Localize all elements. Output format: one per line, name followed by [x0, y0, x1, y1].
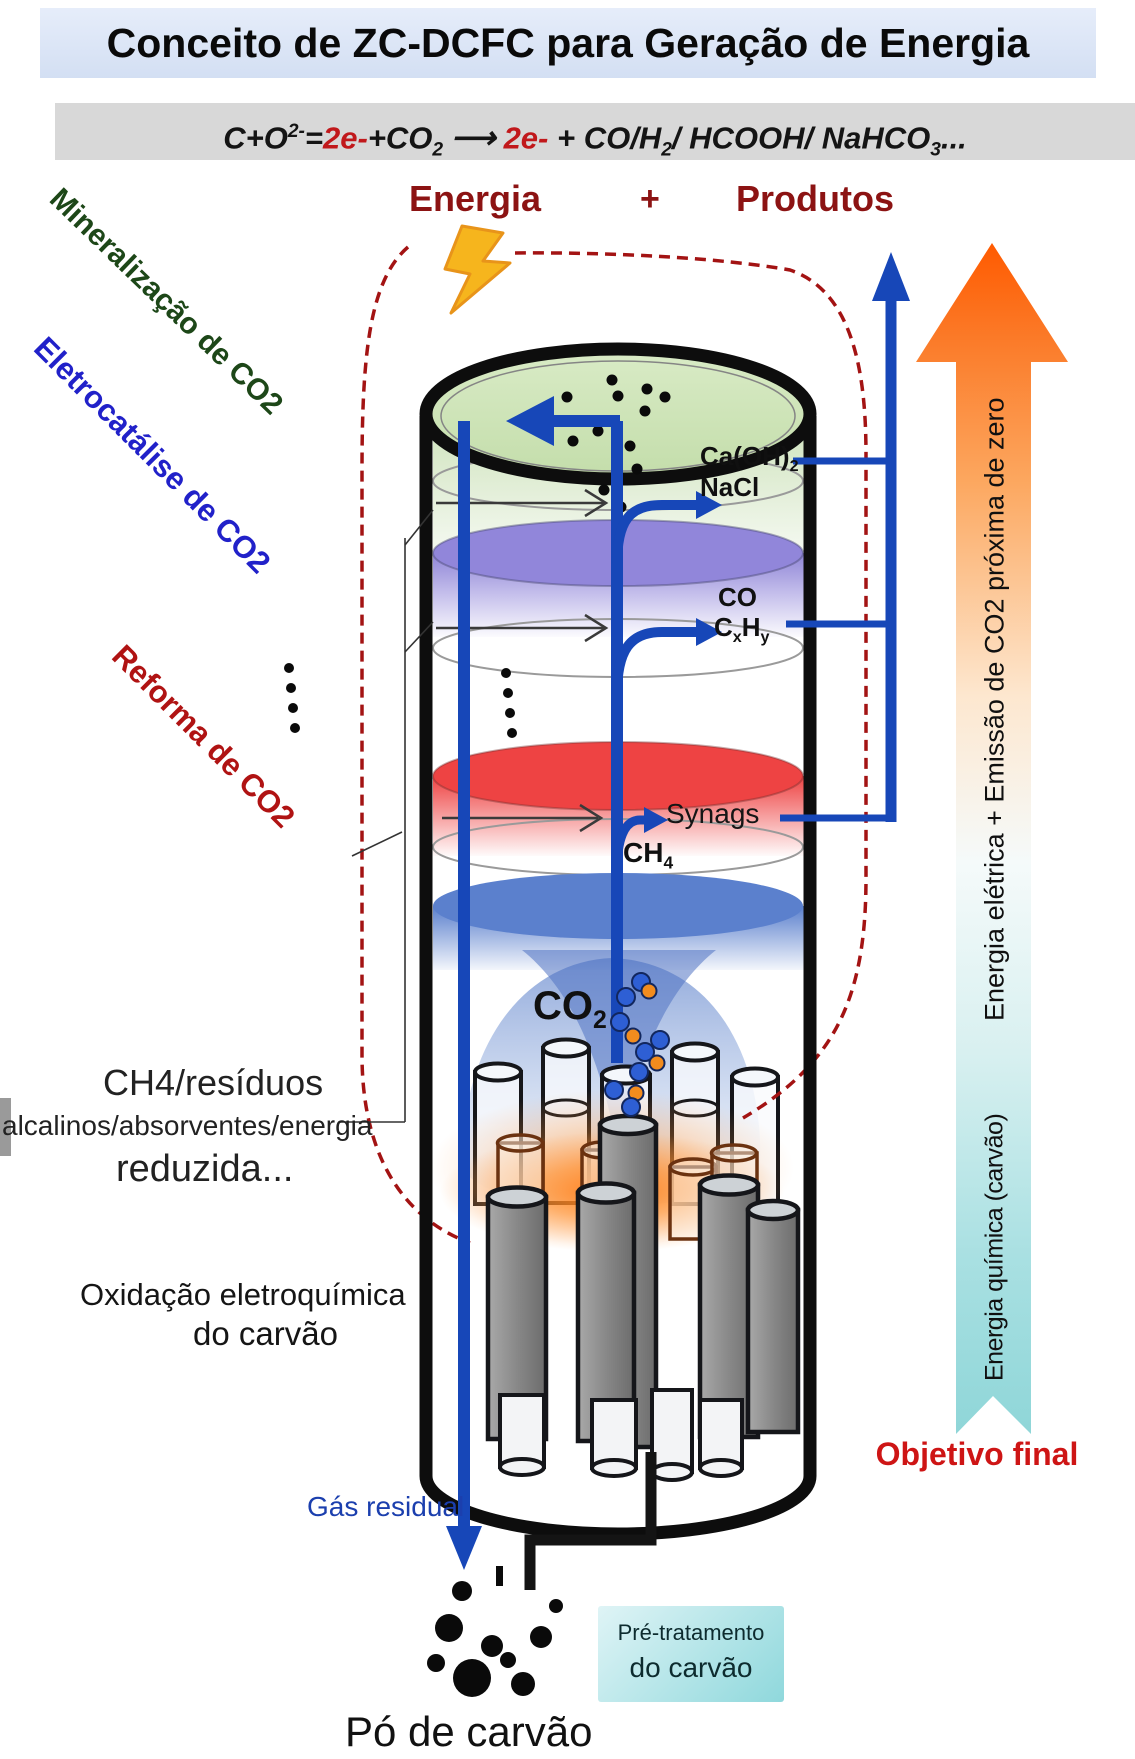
lightning-icon — [443, 224, 512, 315]
coal-feed — [427, 1452, 657, 1697]
reduzida-label: reduzida... — [116, 1148, 294, 1190]
reaction-arrow: ⟶ — [451, 120, 496, 156]
fuel-tubes — [430, 1037, 801, 1482]
plumbing — [446, 252, 910, 1570]
plus-sign: + — [640, 180, 660, 218]
energia-label: Energia — [408, 178, 542, 219]
coal-powder-dots — [427, 1566, 563, 1697]
produtos-label: Produtos — [736, 178, 894, 219]
po-de-carvao-label: Pó de carvão — [345, 1708, 593, 1755]
reaction-equation: C+O2-=2e-+CO2 ⟶ 2e- + CO/H2/ HCOOH/ NaHCO3… — [223, 120, 967, 161]
pretreatment-box: Pré-tratamento do carvão — [598, 1606, 784, 1702]
equation-bar: C+O2-=2e-+CO2 ⟶ 2e- + CO/H2/ HCOOH/ NaHCO3… — [55, 103, 1135, 161]
cropped-box-fragment — [0, 1098, 11, 1156]
red-dashed-loop — [360, 245, 868, 1245]
objetivo-final-label: Objetivo final — [875, 1436, 1079, 1472]
ch4-label: CH4 — [623, 837, 674, 873]
waste-gas-arrowhead — [446, 1526, 482, 1570]
do-carvao-label: do carvão — [193, 1315, 338, 1352]
goal-arrow-lower-text: Energia química (carvão) — [980, 1113, 1009, 1381]
ch4-residuos-label: CH4/resíduos — [103, 1062, 324, 1103]
ellipsis-dots — [284, 663, 517, 738]
co2-molecules — [604, 972, 670, 1117]
pretreatment-line2: do carvão — [629, 1652, 753, 1683]
gas-residual-label: Gás residual — [307, 1491, 465, 1522]
caoh2-label: Ca(OH)2 — [700, 441, 799, 476]
goal-arrow-upper-text: Energia elétrica + Emissão de CO2 próxim… — [979, 397, 1010, 1021]
left-arrowhead — [506, 396, 554, 446]
callout-lines — [340, 509, 434, 1123]
cylinder-outline — [419, 342, 817, 1541]
title-bar: Conceito de ZC-DCFC para Geração de Ener… — [40, 8, 1096, 78]
nacl-label: NaCl — [700, 472, 760, 502]
goal-arrow — [916, 243, 1068, 1434]
oxidacao-label: Oxidação eletroquímica — [80, 1277, 406, 1312]
synags-label: Synags — [666, 798, 760, 829]
co2-label: CO2 — [533, 984, 607, 1034]
cxhy-label: CxHy — [714, 612, 770, 647]
co-label: CO — [718, 582, 757, 612]
page-title: Conceito de ZC-DCFC para Geração de Ener… — [106, 20, 1030, 66]
pretreatment-line1: Pré-tratamento — [617, 1620, 765, 1645]
alcalinos-label: alcalinos/absorventes/energia — [2, 1110, 373, 1141]
